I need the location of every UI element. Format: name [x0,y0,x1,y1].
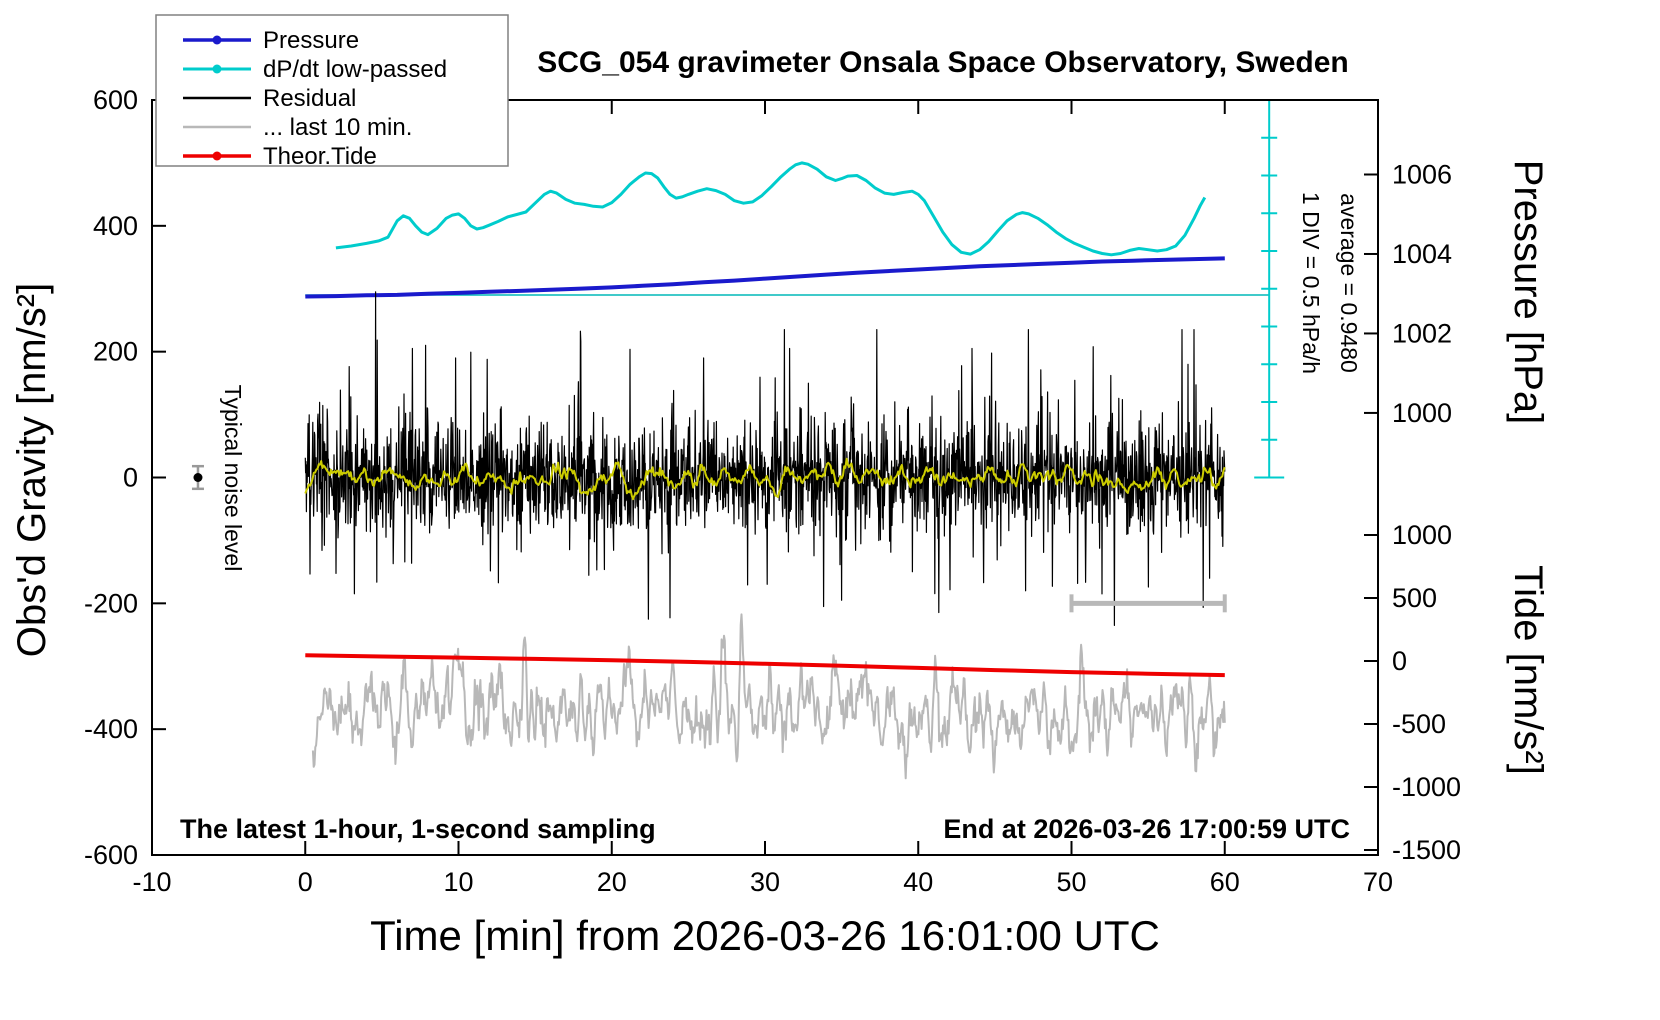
axes-layer: -10 0 10 20 30 40 50 60 70 -600 -400 -200 0 200 400 600… [84,85,1461,897]
noise-level-label: Typical noise level [220,385,246,572]
legend-item-pressure: Pressure [183,27,359,54]
tide-tick-label: -1500 [1392,835,1461,865]
sampling-note: The latest 1-hour, 1-second sampling [180,814,656,844]
div-scale-label: 1 DIV = 0.5 hPa/h [1298,192,1324,374]
last-10-min-window-bar [1069,594,1227,613]
pressure-axis-label: Pressure [hPa] [1506,160,1550,425]
tide-tick-label: 1000 [1392,520,1452,550]
series-layer [304,161,1270,780]
gravity-tick-label: -400 [84,714,138,744]
x-tick-label: 60 [1210,867,1240,897]
tide-tick-label: -500 [1392,709,1446,739]
average-label: average = 0.9480 [1336,193,1362,373]
pressure-series [305,256,1225,299]
last-10-min-series [311,613,1226,780]
legend-item-last-10-min: ... last 10 min. [183,114,412,141]
chart-title: SCG_054 gravimeter Onsala Space Observat… [537,46,1349,79]
tide-tick-label: -1000 [1392,772,1461,802]
legend-label: Residual [263,85,356,112]
gravity-tick-label: 600 [93,85,138,115]
gravity-tick-label: 200 [93,337,138,367]
legend-swatch-marker [212,151,222,161]
legend-label: Theor.Tide [263,143,377,170]
x-tick-label: 0 [298,867,313,897]
gravity-tick-label: 400 [93,211,138,241]
x-tick-label: 10 [443,867,473,897]
gravity-tick-label: 0 [123,463,138,493]
x-tick-label: 30 [750,867,780,897]
typical-noise-level-marker [191,464,204,491]
x-tick-label: 40 [903,867,933,897]
pressure-tick-label: 1004 [1392,239,1452,269]
pressure-tick-label: 1002 [1392,318,1452,348]
residual-low-passed-series [304,457,1226,501]
theor-tide-series [305,653,1225,678]
gravity-tick-label: -600 [84,840,138,870]
gravity-axis-label: Obs'd Gravity [nm/s²] [10,283,54,657]
tide-axis-label: Tide [nm/s²] [1506,565,1550,775]
legend-label: Pressure [263,27,359,54]
pressure-tick-label: 1000 [1392,398,1452,428]
legend-label: ... last 10 min. [263,114,412,141]
end-note: End at 2026-03-26 17:00:59 UTC [943,814,1350,844]
residual-series [304,291,1226,627]
legend-item-residual: Residual [183,85,356,112]
x-tick-label: 70 [1363,867,1393,897]
tide-tick-label: 0 [1392,646,1407,676]
gravity-tick-label: -200 [84,588,138,618]
legend-swatch-marker [212,64,222,74]
tide-tick-label: 500 [1392,583,1437,613]
legend-label: dP/dt low-passed [263,56,447,83]
legend-swatch-marker [212,35,222,45]
x-tick-label: 20 [597,867,627,897]
pressure-tick-label: 1006 [1392,160,1452,190]
legend-item-dpdt-low-passed: dP/dt low-passed [183,56,447,83]
dpdt-low-passed-series [335,161,1207,257]
x-tick-label: -10 [132,867,171,897]
x-tick-label: 50 [1056,867,1086,897]
x-axis-label: Time [min] from 2026-03-26 16:01:00 UTC [370,912,1160,959]
legend-item-theor-tide: Theor.Tide [183,143,377,170]
